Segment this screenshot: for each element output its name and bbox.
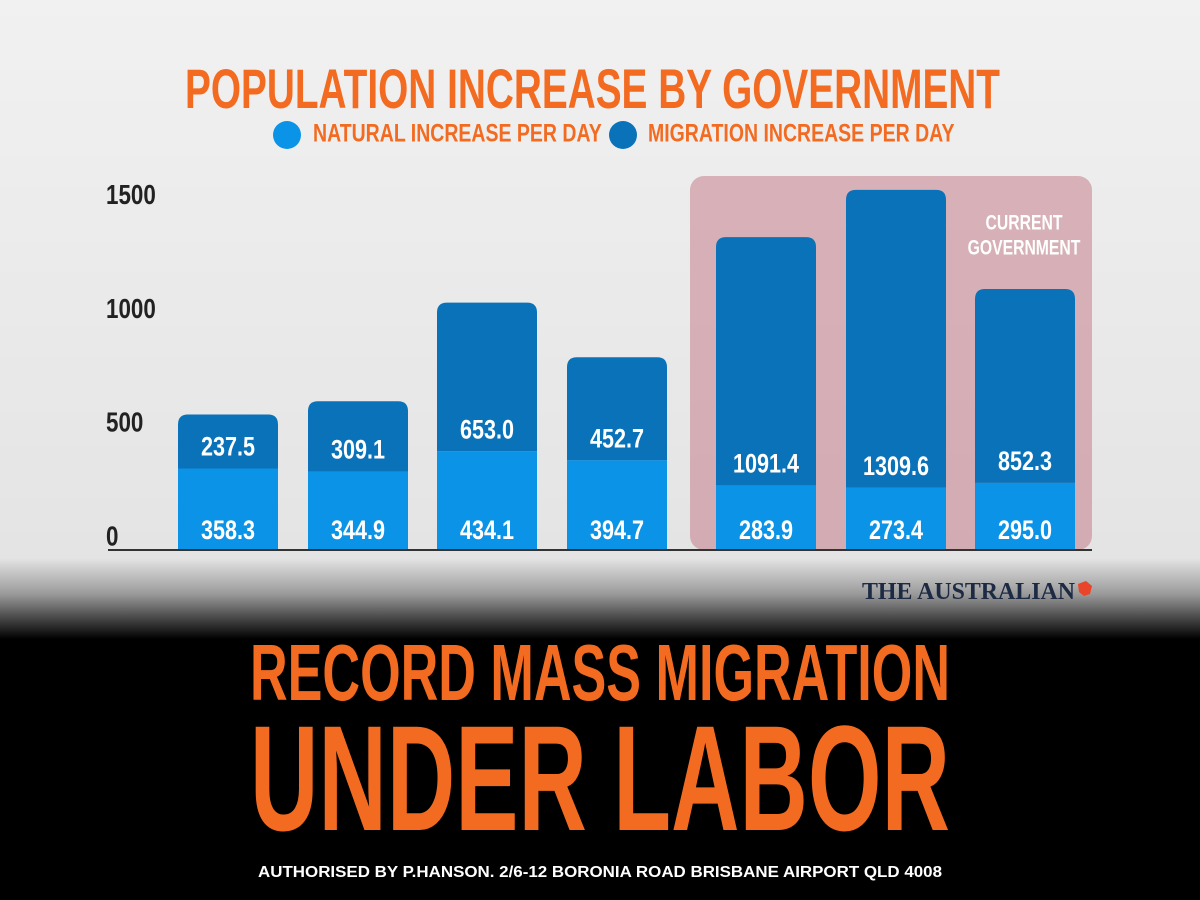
- bar-segment: [846, 487, 946, 550]
- value-label: 309.1: [331, 435, 385, 465]
- annotation: GOVERNMENT: [968, 235, 1081, 259]
- bar-segment: [567, 357, 667, 461]
- headline: UNDER LABOR: [250, 694, 950, 862]
- source-logo: [1078, 581, 1092, 596]
- annotation: CURRENT: [986, 210, 1064, 234]
- y-tick-label: 0: [106, 521, 118, 552]
- footer: AUTHORISED BY P.HANSON. 2/6-12 BORONIA R…: [258, 864, 942, 881]
- legend-swatch: [273, 121, 301, 149]
- value-label: 434.1: [460, 516, 514, 546]
- headline: RECORD MASS MIGRATION: [250, 628, 950, 717]
- value-label: 295.0: [998, 516, 1052, 546]
- bar-segment: [437, 451, 537, 550]
- bar-segment: [567, 460, 667, 550]
- bar-segment: [716, 485, 816, 550]
- value-label: 283.9: [739, 516, 793, 546]
- bar-segment: [308, 401, 408, 472]
- y-tick-label: 1500: [106, 180, 156, 211]
- chart-title: POPULATION INCREASE BY GOVERNMENT: [185, 57, 1000, 120]
- bar-segment: [975, 482, 1075, 550]
- value-label: 852.3: [998, 447, 1052, 477]
- bar-segment: [178, 414, 278, 469]
- bar-segment: [975, 288, 1075, 483]
- value-label: 1309.6: [863, 452, 929, 482]
- legend-label: MIGRATION INCREASE PER DAY: [648, 119, 954, 147]
- value-label: 273.4: [869, 516, 923, 546]
- y-tick-label: 500: [106, 407, 143, 438]
- bar-segment: [716, 237, 816, 486]
- legend-label: NATURAL INCREASE PER DAY: [313, 119, 602, 147]
- value-label: 1091.4: [733, 449, 799, 479]
- value-label: 344.9: [331, 516, 385, 546]
- value-label: 358.3: [201, 516, 255, 546]
- bar-segment: [846, 189, 946, 488]
- bar-segment: [437, 302, 537, 452]
- y-tick-label: 1000: [106, 294, 156, 325]
- source: THE AUSTRALIAN: [862, 579, 1076, 605]
- bar-segment: [178, 468, 278, 550]
- value-label: 653.0: [460, 415, 514, 445]
- value-label: 394.7: [590, 516, 644, 546]
- bar-segment: [308, 471, 408, 550]
- legend-swatch: [609, 121, 637, 149]
- value-label: 237.5: [201, 432, 255, 462]
- value-label: 452.7: [590, 424, 644, 454]
